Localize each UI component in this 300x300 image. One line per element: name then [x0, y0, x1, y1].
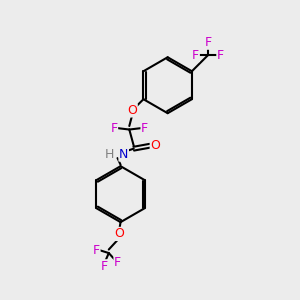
- Text: F: F: [101, 260, 108, 273]
- Text: O: O: [114, 227, 124, 240]
- Text: F: F: [217, 49, 224, 62]
- Text: H: H: [105, 148, 114, 161]
- Text: N: N: [119, 148, 128, 161]
- Text: O: O: [127, 104, 137, 117]
- Text: F: F: [93, 244, 100, 256]
- Text: F: F: [141, 122, 148, 135]
- Text: F: F: [114, 256, 121, 269]
- Text: O: O: [150, 139, 160, 152]
- Text: F: F: [110, 122, 118, 135]
- Text: F: F: [192, 49, 199, 62]
- Text: F: F: [205, 36, 212, 49]
